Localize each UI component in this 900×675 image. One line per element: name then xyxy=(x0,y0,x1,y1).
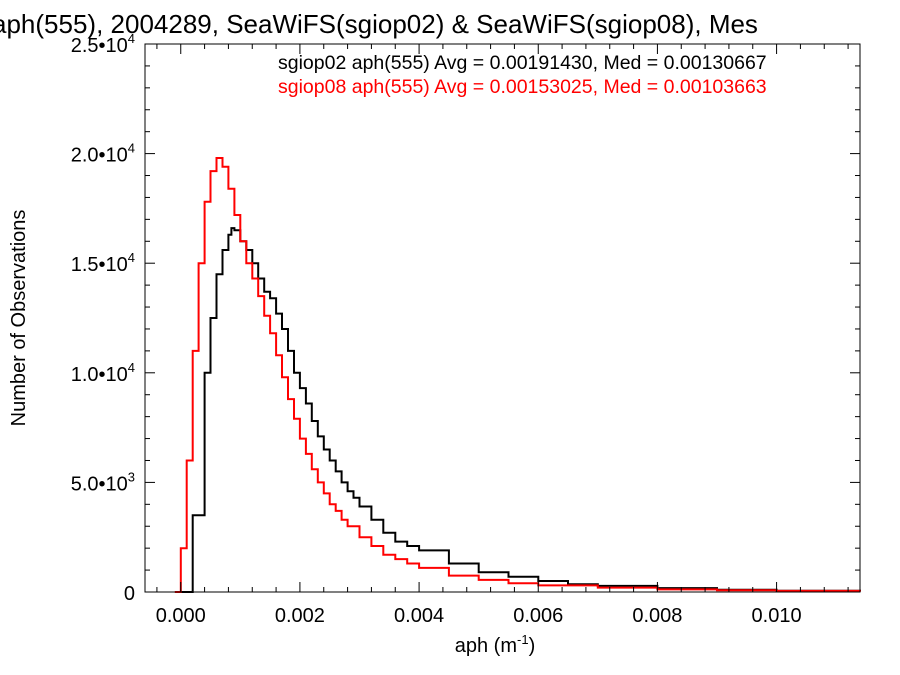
ticks-layer: 0.000 0.002 0.004 0.006 0.008 0.010 0 5.0•103 1.… xyxy=(71,31,860,627)
x-tick-label: 0.010 xyxy=(752,605,802,627)
series-line-2 xyxy=(174,157,861,593)
legend-entry-1: sgiop02 aph(555) Avg = 0.00191430, Med =… xyxy=(278,52,767,74)
y-tick-label: 0 xyxy=(124,583,135,605)
plot-frame xyxy=(144,43,861,593)
series-line-1 xyxy=(180,227,861,593)
x-axis-label: aph (m-1) xyxy=(455,632,535,657)
y-tick-label: 2.5•104 xyxy=(71,31,135,57)
series-layer xyxy=(174,157,861,593)
x-tick-label: 0.006 xyxy=(513,605,563,627)
y-tick-label: 1.0•104 xyxy=(71,360,135,386)
x-tick-label: 0.000 xyxy=(156,605,206,627)
chart-title: aph(555), 2004289, SeaWiFS(sgiop02) & Se… xyxy=(0,9,758,39)
y-tick-label: 5.0•103 xyxy=(71,469,135,495)
x-tick-label: 0.008 xyxy=(632,605,682,627)
y-axis-label: Number of Observations xyxy=(8,210,30,427)
x-tick-label: 0.002 xyxy=(275,605,325,627)
y-tick-label: 2.0•104 xyxy=(71,141,135,167)
legend-entry-2: sgiop08 aph(555) Avg = 0.00153025, Med =… xyxy=(278,76,767,98)
y-tick-label: 1.5•104 xyxy=(71,250,135,276)
x-tick-label: 0.004 xyxy=(394,605,444,627)
legend: sgiop02 aph(555) Avg = 0.00191430, Med =… xyxy=(278,52,767,98)
